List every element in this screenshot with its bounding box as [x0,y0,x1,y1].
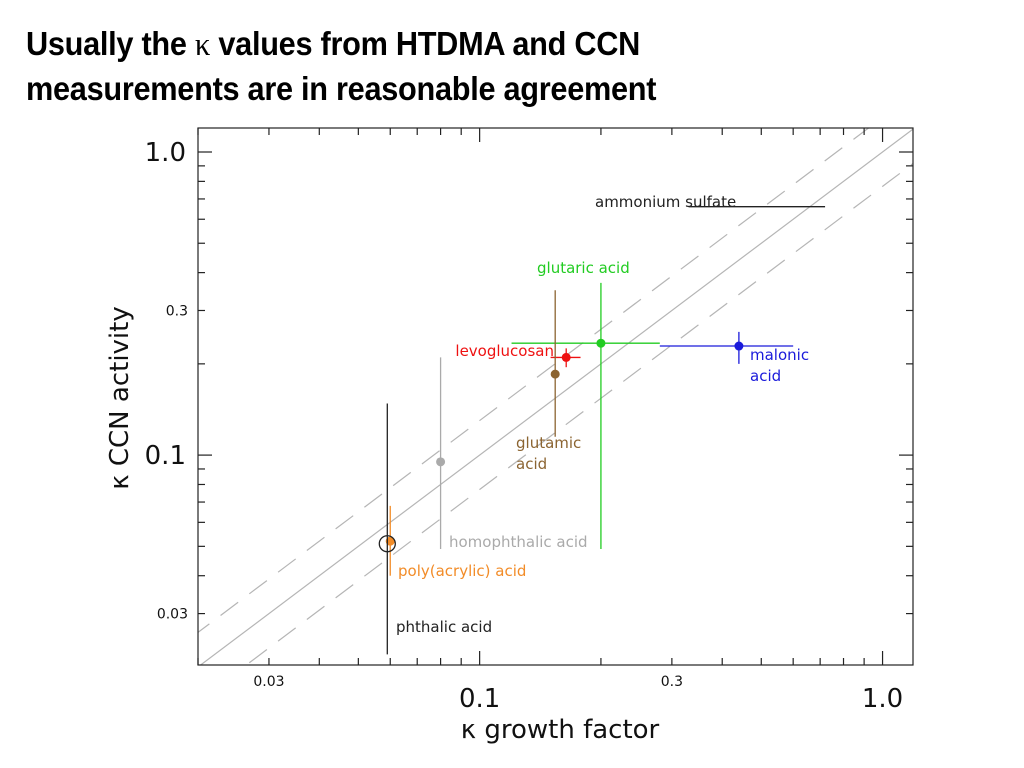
y-axis-label: κ CCN activity [105,306,135,489]
y-tick-label: 0.1 [145,441,186,471]
series-malonic-acid: malonic acid [659,331,809,385]
series-glutaric-acid: glutaric acid [511,259,660,550]
series-ammonium-sulfate: ammonium sulfate [595,193,826,211]
axis-ticks [197,128,913,665]
series-label: malonic acid [750,346,809,385]
label-line: acid [750,367,781,385]
one-to-one-line [199,128,913,665]
plot-frame [197,127,914,666]
data-point-open [378,535,396,553]
data-point [385,536,395,546]
series-glutamic-acid: glutamic acid [516,290,581,473]
series-label: glutamic acid [516,434,581,473]
series-label: levoglucosan [455,342,554,360]
y-tick-label: 0.3 [166,303,188,319]
x-tick-label: 0.1 [459,684,500,714]
x-tick-label: 0.03 [253,674,284,690]
label-line: malonic [750,346,809,364]
data-series: ammonium sulfate glutaric acid malonic acid… [378,193,826,655]
kappa-symbol: κ [194,27,211,63]
series-homophthalic-acid: homophthalic acid [436,357,588,551]
title-line-1: Usually the κ values from HTDMA and CCN [26,22,656,67]
axis-tick-labels: 0.03 0.1 0.3 1.0 0.03 0.1 0.3 1.0 [145,138,904,714]
series-poly-acrylic-acid: poly(acrylic) acid [385,505,526,580]
data-point [734,341,744,351]
data-point [550,369,560,379]
label-line: glutamic [516,434,581,452]
series-label: homophthalic acid [449,533,588,551]
y-tick-label: 0.03 [157,607,188,623]
series-levoglucosan: levoglucosan [455,342,581,368]
series-label: ammonium sulfate [595,193,736,211]
data-point [436,457,446,467]
title-prefix: Usually the [26,25,187,62]
title-line-2: measurements are in reasonable agreement [26,70,657,107]
title-suffix: values from HTDMA and CCN [218,25,640,62]
series-label: glutaric acid [537,259,630,277]
slide-title: Usually the κ values from HTDMA and CCN … [26,22,656,111]
dashed-reference-line [198,128,870,634]
x-tick-label: 0.3 [661,674,683,690]
x-axis-label: κ growth factor [461,715,660,745]
label-line: acid [516,455,547,473]
dashed-reference-line [245,162,913,665]
data-point [596,338,606,348]
data-point [561,352,571,362]
y-tick-label: 1.0 [145,138,186,168]
series-label: phthalic acid [396,618,492,636]
x-tick-label: 1.0 [862,684,903,714]
reference-lines [198,128,913,665]
series-label: poly(acrylic) acid [398,562,526,580]
series-phthalic-acid: phthalic acid [378,403,492,655]
